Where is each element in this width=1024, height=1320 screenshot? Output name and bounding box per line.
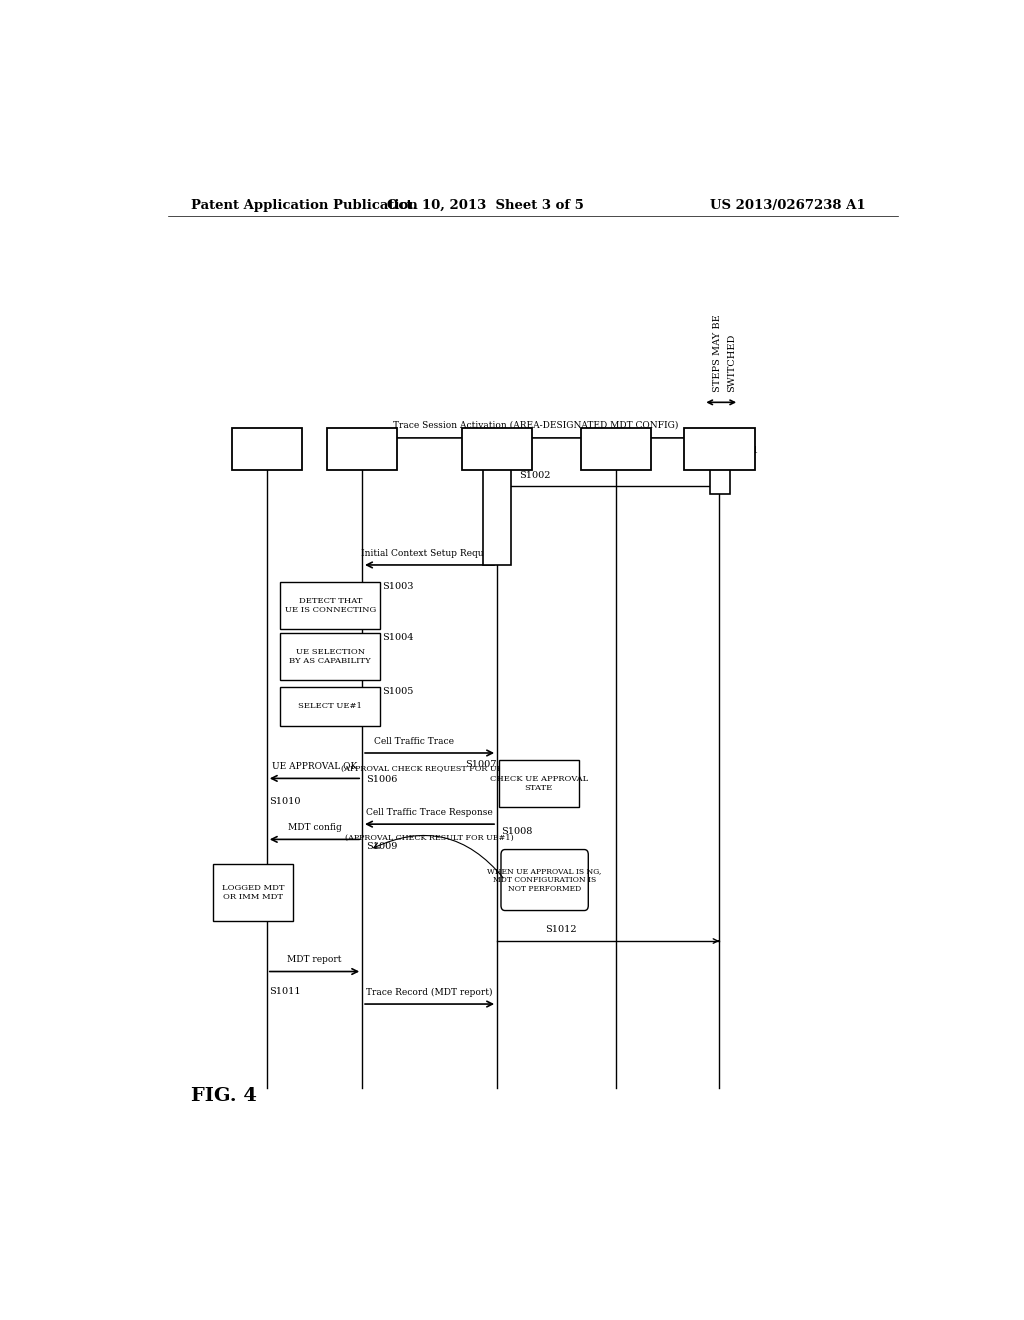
Text: LOGGED MDT
OR IMM MDT: LOGGED MDT OR IMM MDT bbox=[222, 883, 285, 900]
Text: S1009: S1009 bbox=[367, 842, 397, 851]
FancyBboxPatch shape bbox=[281, 686, 380, 726]
Text: S1001: S1001 bbox=[727, 446, 759, 455]
Text: MDT report: MDT report bbox=[288, 956, 342, 965]
FancyBboxPatch shape bbox=[281, 582, 380, 630]
FancyBboxPatch shape bbox=[482, 438, 511, 565]
FancyBboxPatch shape bbox=[684, 428, 755, 470]
Text: SELECT UE#1: SELECT UE#1 bbox=[298, 702, 362, 710]
Text: WHEN UE APPROVAL IS NG,
MDT CONFIGURATION IS
NOT PERFORMED: WHEN UE APPROVAL IS NG, MDT CONFIGURATIO… bbox=[487, 867, 602, 894]
FancyBboxPatch shape bbox=[327, 428, 397, 470]
Text: EM: EM bbox=[709, 442, 730, 455]
Text: UE APPROVAL OK: UE APPROVAL OK bbox=[271, 762, 357, 771]
Text: S1005: S1005 bbox=[382, 686, 414, 696]
FancyBboxPatch shape bbox=[581, 428, 651, 470]
Text: MDT config: MDT config bbox=[288, 824, 341, 833]
Text: TCE: TCE bbox=[602, 442, 630, 455]
Text: CHECK UE APPROVAL
STATE: CHECK UE APPROVAL STATE bbox=[489, 775, 588, 792]
Text: Trace Record (MDT report): Trace Record (MDT report) bbox=[367, 987, 493, 997]
FancyBboxPatch shape bbox=[710, 433, 729, 494]
Text: Cell Traffic Trace Response: Cell Traffic Trace Response bbox=[367, 808, 493, 817]
Text: IDLE to ACTIVE procedure: IDLE to ACTIVE procedure bbox=[493, 444, 501, 558]
Text: S1002: S1002 bbox=[519, 471, 551, 479]
Text: STEPS MAY BE: STEPS MAY BE bbox=[713, 314, 722, 392]
Text: Trace Session Activation (AREA-DESIGNATED MDT CONFIG): Trace Session Activation (AREA-DESIGNATE… bbox=[393, 421, 679, 430]
Text: eNB: eNB bbox=[348, 442, 376, 455]
Text: S1007: S1007 bbox=[466, 760, 497, 770]
Text: US 2013/0267238 A1: US 2013/0267238 A1 bbox=[711, 198, 866, 211]
Text: S1008: S1008 bbox=[501, 828, 532, 836]
Text: Cell Traffic Trace: Cell Traffic Trace bbox=[374, 737, 454, 746]
Text: S1004: S1004 bbox=[382, 634, 414, 642]
Text: UE#1: UE#1 bbox=[248, 442, 286, 455]
Text: S1012: S1012 bbox=[545, 925, 577, 935]
Text: (APPROVAL CHECK REQUEST FOR UE#1): (APPROVAL CHECK REQUEST FOR UE#1) bbox=[341, 766, 518, 774]
Text: S1006: S1006 bbox=[367, 775, 397, 784]
Text: UE SELECTION
BY AS CAPABILITY: UE SELECTION BY AS CAPABILITY bbox=[290, 648, 372, 665]
Text: S1011: S1011 bbox=[269, 987, 301, 995]
Text: FIG. 4: FIG. 4 bbox=[191, 1086, 257, 1105]
Text: Oct. 10, 2013  Sheet 3 of 5: Oct. 10, 2013 Sheet 3 of 5 bbox=[387, 198, 584, 211]
Text: DETECT THAT
UE IS CONNECTING: DETECT THAT UE IS CONNECTING bbox=[285, 597, 376, 614]
Text: HSS/MME: HSS/MME bbox=[464, 442, 530, 455]
Text: Patent Application Publication: Patent Application Publication bbox=[191, 198, 418, 211]
FancyBboxPatch shape bbox=[213, 863, 293, 921]
Text: S1003: S1003 bbox=[382, 582, 414, 591]
Text: SWITCHED: SWITCHED bbox=[727, 334, 736, 392]
Text: (APPROVAL CHECK RESULT FOR UE#1): (APPROVAL CHECK RESULT FOR UE#1) bbox=[345, 834, 514, 842]
FancyBboxPatch shape bbox=[499, 760, 579, 807]
FancyBboxPatch shape bbox=[501, 850, 588, 911]
FancyBboxPatch shape bbox=[231, 428, 302, 470]
Text: Initial Context Setup Request: Initial Context Setup Request bbox=[361, 549, 498, 558]
Text: S1010: S1010 bbox=[269, 797, 301, 805]
FancyBboxPatch shape bbox=[281, 634, 380, 680]
FancyBboxPatch shape bbox=[462, 428, 532, 470]
